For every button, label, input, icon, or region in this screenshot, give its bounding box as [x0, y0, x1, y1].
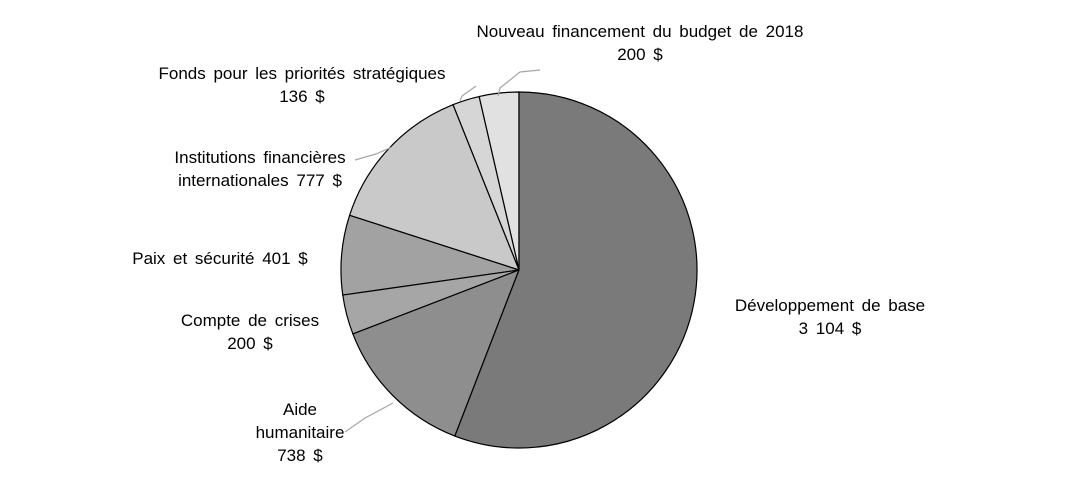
slice-label: Compte de crises 200 $ — [150, 309, 350, 355]
leader-line — [459, 85, 477, 102]
slice-label: Nouveau financement du budget de 2018 20… — [430, 20, 850, 66]
value-label: 200 $ — [617, 45, 663, 64]
category-label: Institutions financières internationales — [174, 148, 346, 190]
value-label: 200 $ — [227, 334, 273, 353]
value-label: 777 $ — [296, 171, 342, 190]
category-label: Aide humanitaire — [255, 400, 345, 442]
value-label: 3 104 $ — [798, 319, 862, 338]
pie-slice — [352, 268, 521, 437]
leader-line — [344, 402, 394, 433]
slice-label: Développement de base 3 104 $ — [700, 294, 960, 340]
slice-label: Institutions financières internationales… — [140, 146, 380, 192]
value-label: 136 $ — [279, 87, 325, 106]
pie-slice — [454, 91, 698, 449]
slice-label: Paix et sécurité 401 $ — [90, 247, 350, 270]
value-label: 401 $ — [262, 249, 308, 268]
value-label: 738 $ — [277, 446, 323, 465]
leader-line — [354, 146, 393, 161]
category-label: Développement de base — [734, 296, 926, 315]
category-label: Compte de crises — [180, 311, 320, 330]
category-label: Nouveau financement du budget de 2018 — [476, 22, 804, 41]
category-label: Fonds pour les priorités stratégiques — [158, 64, 446, 83]
leader-line — [497, 69, 541, 97]
slice-label: Aide humanitaire 738 $ — [240, 398, 360, 467]
slice-label: Fonds pour les priorités stratégiques 13… — [122, 62, 482, 108]
category-label: Paix et sécurité — [132, 249, 255, 268]
